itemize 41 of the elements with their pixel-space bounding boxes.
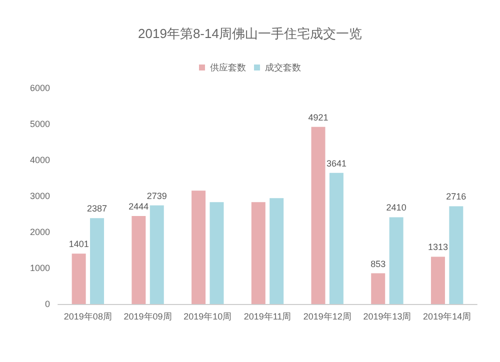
legend-label: 成交套数 <box>265 62 301 72</box>
bar <box>132 216 146 304</box>
bar <box>251 202 266 304</box>
x-tick-label: 2019年10周 <box>184 312 232 322</box>
x-tick-label: 2019年08周 <box>64 312 112 322</box>
x-tick-label: 2019年12周 <box>303 312 352 322</box>
bar <box>371 273 386 304</box>
y-tick-label: 5000 <box>30 119 50 129</box>
data-label: 2739 <box>146 190 167 201</box>
bar <box>90 218 104 304</box>
legend-label: 供应套数 <box>210 62 246 72</box>
data-label: 1401 <box>68 239 89 250</box>
y-tick-label: 1000 <box>30 263 50 273</box>
data-label: 4921 <box>308 112 328 122</box>
bar <box>150 205 164 304</box>
y-tick-label: 0 <box>44 299 50 309</box>
data-label: 2444 <box>128 202 149 212</box>
y-tick-label: 6000 <box>30 83 50 93</box>
x-tick-label: 2019年13周 <box>363 312 412 322</box>
bar <box>389 217 404 304</box>
bar <box>210 202 224 304</box>
y-tick-label: 3000 <box>30 191 50 201</box>
bar <box>192 190 206 304</box>
bar <box>270 198 284 304</box>
data-label: 1313 <box>428 242 448 252</box>
bar <box>311 126 326 304</box>
data-label: 2716 <box>446 192 466 202</box>
x-tick-label: 2019年11周 <box>244 312 292 322</box>
bar <box>329 172 344 304</box>
x-tick-label: 2019年14周 <box>423 312 472 322</box>
data-label: 2410 <box>386 202 406 213</box>
data-label: 2387 <box>87 204 108 214</box>
bar <box>449 206 464 304</box>
y-tick-label: 2000 <box>30 227 50 237</box>
chart-title: 2019年第8-14周佛山一手住宅成交一览 <box>138 26 362 41</box>
data-label: 853 <box>370 258 386 269</box>
bar <box>430 256 445 304</box>
y-tick-label: 4000 <box>30 155 50 165</box>
data-label: 3641 <box>326 158 346 168</box>
bar <box>72 254 86 304</box>
x-tick-label: 2019年09周 <box>124 312 172 322</box>
